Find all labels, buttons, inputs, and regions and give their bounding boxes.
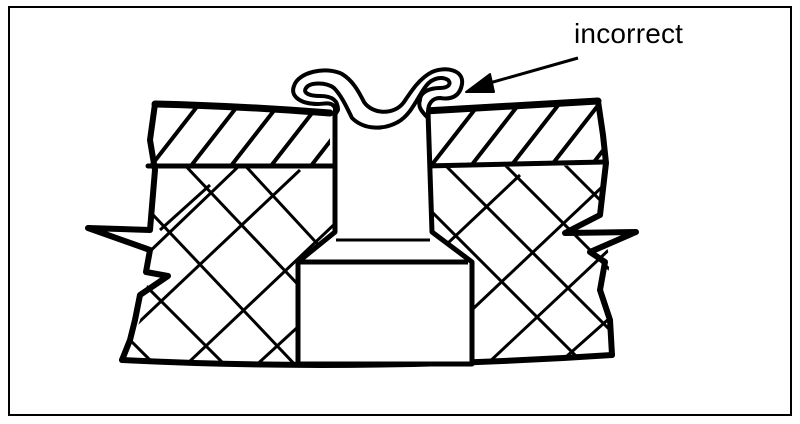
section-outline	[85, 97, 639, 368]
fastener-head-curled	[291, 67, 465, 130]
fastener-bore	[295, 111, 475, 367]
callout-label-incorrect: incorrect	[574, 18, 684, 49]
lower-layer-crosshatched	[126, 165, 612, 362]
callout-arrow	[465, 56, 579, 93]
